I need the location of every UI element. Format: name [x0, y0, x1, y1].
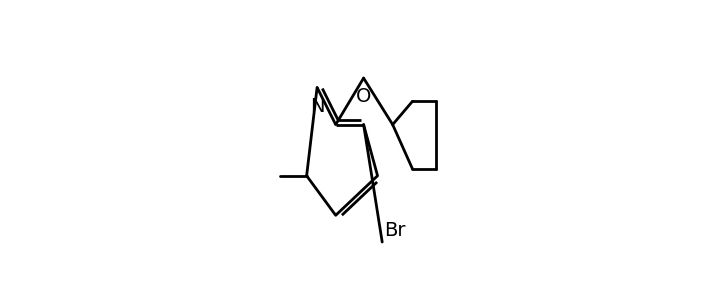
- Text: Br: Br: [385, 221, 406, 240]
- Text: N: N: [310, 97, 324, 116]
- Text: O: O: [356, 87, 371, 106]
